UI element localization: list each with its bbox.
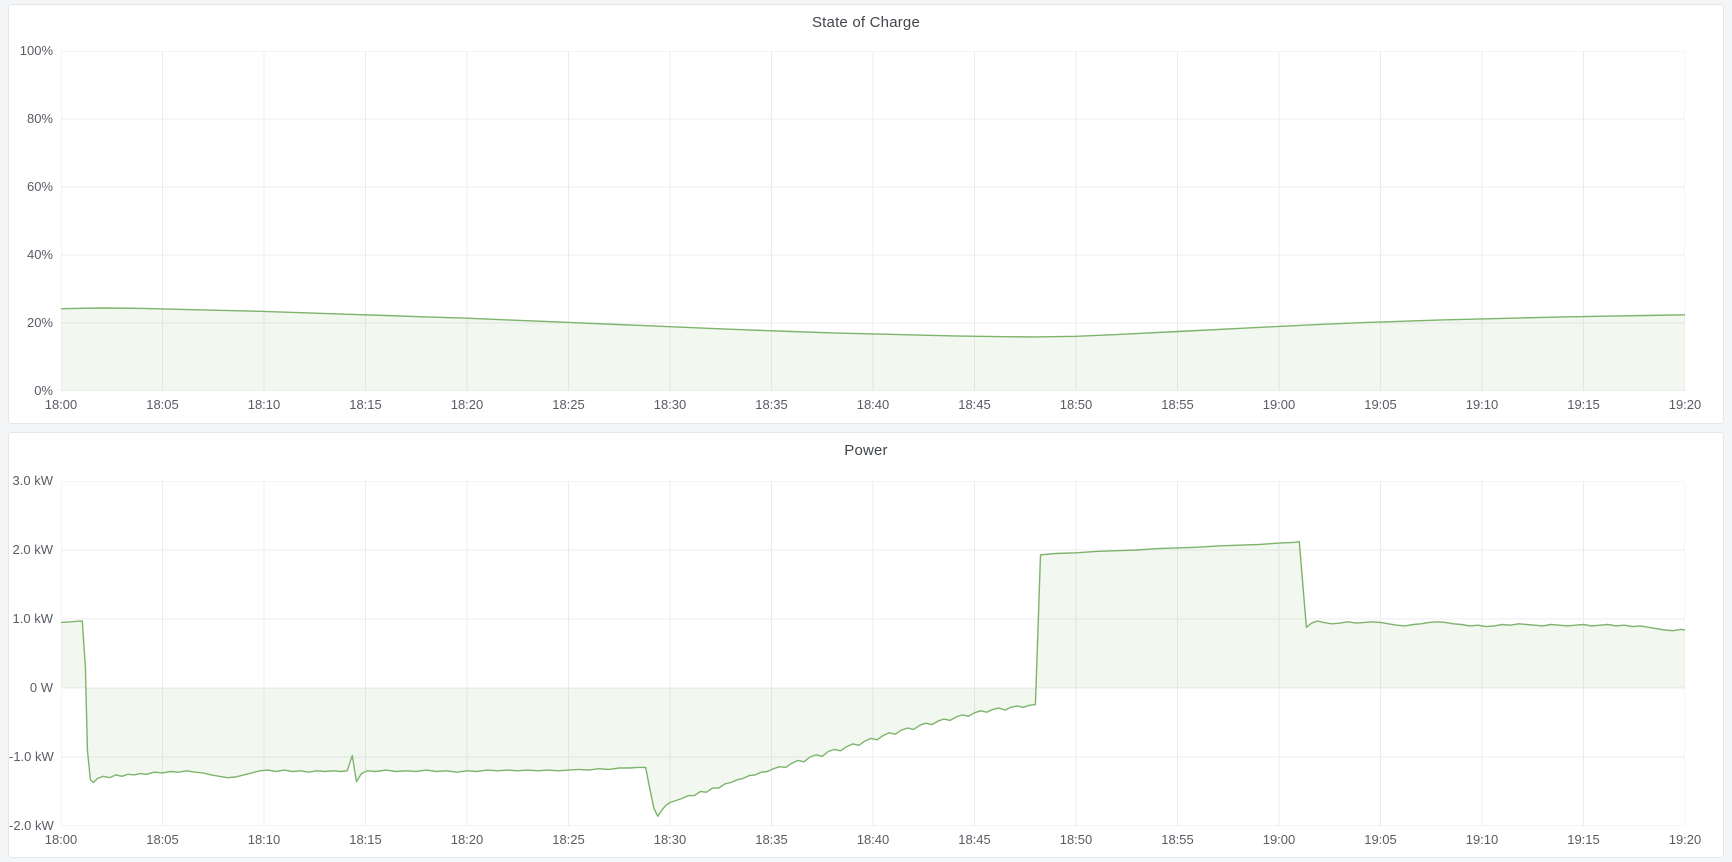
x-axis-tick-label: 19:10 — [1465, 832, 1499, 847]
x-axis-tick-label: 18:05 — [146, 832, 179, 847]
panel-state-of-charge: State of Charge 0% 20% 40% 60% 80% 100% 18:00 1… — [8, 4, 1724, 424]
x-axis-tick-label: 18:35 — [755, 832, 788, 847]
x-axis-tick-label: 18:00 — [44, 397, 78, 412]
x-axis-tick-label: 19:05 — [1364, 397, 1397, 412]
y-axis-tick-label: 1.0 kW — [12, 611, 53, 626]
series-line — [61, 541, 1685, 817]
y-axis-tick-label: 100% — [19, 43, 53, 58]
y-axis-tick-label: 60% — [26, 179, 53, 194]
power-chart[interactable] — [61, 481, 1685, 826]
x-axis-tick-label: 18:30 — [653, 397, 687, 412]
y-axis-tick-label: 0% — [34, 383, 53, 398]
y-axis-tick-label: 40% — [26, 247, 53, 262]
x-axis-tick-label: 19:05 — [1364, 832, 1397, 847]
x-axis-tick-label: 19:20 — [1668, 397, 1702, 412]
series-fill — [61, 308, 1685, 391]
x-axis-tick-label: 18:30 — [653, 832, 687, 847]
x-axis-tick-label: 18:25 — [552, 832, 585, 847]
chart-svg — [61, 51, 1685, 391]
x-axis-tick-label: 18:55 — [1161, 397, 1194, 412]
x-axis-tick-label: 18:20 — [450, 397, 484, 412]
y-axis-tick-label: 20% — [26, 315, 53, 330]
x-axis-tick-label: 18:15 — [349, 397, 382, 412]
x-axis-tick-label: 18:50 — [1059, 397, 1093, 412]
x-axis-tick-label: 19:15 — [1567, 397, 1600, 412]
x-axis-tick-label: 18:55 — [1161, 832, 1194, 847]
panel-title: State of Charge — [811, 14, 921, 31]
series-fill — [61, 541, 1685, 817]
x-axis-tick-label: 18:10 — [247, 397, 281, 412]
x-axis-tick-label: 18:00 — [44, 832, 78, 847]
panel-title: Power — [844, 442, 888, 459]
y-axis-tick-label: -2.0 kW — [9, 818, 54, 833]
x-axis-tick-label: 19:00 — [1262, 397, 1296, 412]
x-axis-tick-label: 18:10 — [247, 832, 281, 847]
y-axis-tick-label: 2.0 kW — [12, 542, 53, 557]
x-axis-tick-label: 18:45 — [958, 397, 991, 412]
chart-svg — [61, 481, 1685, 826]
series-line — [61, 307, 1685, 338]
x-axis-tick-label: 18:15 — [349, 832, 382, 847]
x-axis-tick-label: 19:20 — [1668, 832, 1702, 847]
y-axis-tick-label: -1.0 kW — [9, 749, 54, 764]
x-axis-tick-label: 19:00 — [1262, 832, 1296, 847]
x-axis-tick-label: 18:25 — [552, 397, 585, 412]
state-of-charge-chart[interactable] — [61, 51, 1685, 391]
x-axis-tick-label: 18:20 — [450, 832, 484, 847]
y-axis-tick-label: 3.0 kW — [12, 473, 53, 488]
x-axis-tick-label: 18:40 — [856, 397, 890, 412]
y-axis-tick-label: 80% — [26, 111, 53, 126]
y-axis-tick-label: 0 W — [29, 680, 53, 695]
x-axis-tick-label: 18:45 — [958, 832, 991, 847]
x-axis-tick-label: 19:15 — [1567, 832, 1600, 847]
panel-power: Power -2.0 kW -1.0 kW 0 W 1.0 kW 2.0 kW 3.0 k… — [8, 432, 1724, 858]
x-axis-tick-label: 18:50 — [1059, 832, 1093, 847]
x-axis-tick-label: 18:35 — [755, 397, 788, 412]
x-axis-tick-label: 19:10 — [1465, 397, 1499, 412]
x-axis-tick-label: 18:40 — [856, 832, 890, 847]
x-axis-tick-label: 18:05 — [146, 397, 179, 412]
